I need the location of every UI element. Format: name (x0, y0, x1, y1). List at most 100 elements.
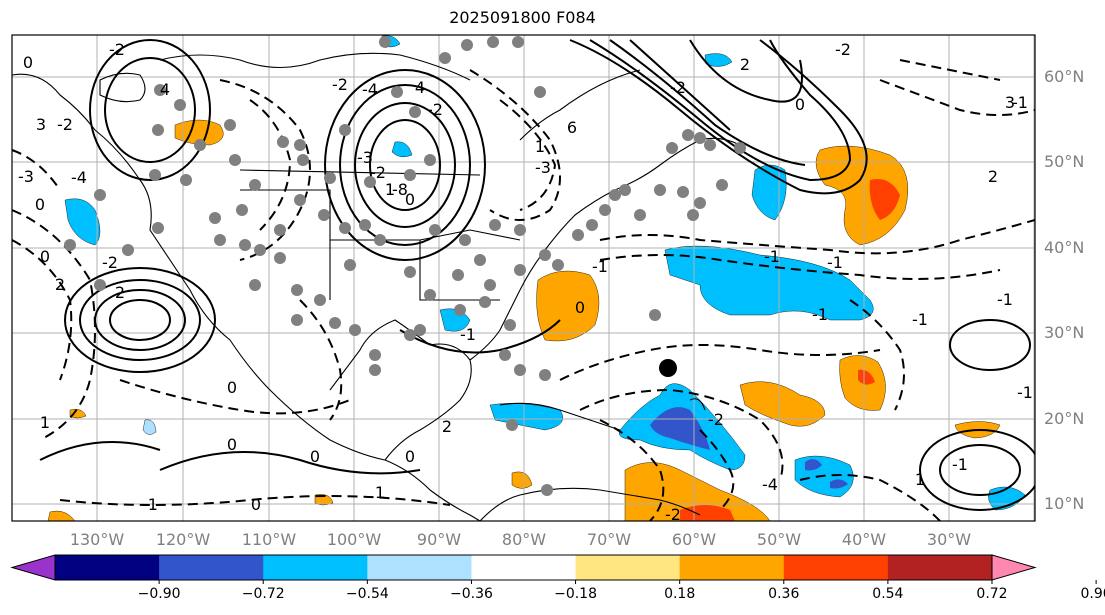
station-markers (64, 36, 746, 496)
colorbar-tick-label: −0.90 (137, 586, 181, 602)
longitude-label: 40°W (841, 530, 887, 549)
station-dot (154, 84, 166, 96)
contour-label: -2 (427, 100, 443, 119)
station-dot (294, 194, 306, 206)
station-dot (294, 139, 306, 151)
station-dot (454, 304, 466, 316)
colorbar-tick-label: 0.90 (1080, 586, 1105, 602)
station-dot (552, 259, 564, 271)
station-dot (404, 266, 416, 278)
station-dot (374, 234, 386, 246)
contour-label: 1 (40, 413, 50, 432)
contour-label: 2 (442, 417, 452, 436)
station-dot (318, 209, 330, 221)
station-dot (329, 317, 341, 329)
contour-label: 3 (1005, 93, 1015, 112)
station-dot (474, 254, 486, 266)
longitude-label: 100°W (326, 530, 382, 549)
colorbar-segment (679, 555, 785, 580)
contour-label: -1 (142, 495, 158, 514)
contour-label: -2 (57, 115, 73, 134)
contour-label: -3 (357, 148, 373, 167)
station-dot (506, 419, 518, 431)
station-dot (666, 142, 678, 154)
contour-label: 0 (310, 447, 320, 466)
contour-label: -2 (670, 78, 686, 97)
station-dot (174, 99, 186, 111)
station-dot (619, 184, 631, 196)
colorbar-tick-label: 0.18 (664, 586, 696, 602)
contour-label: 0 (405, 190, 415, 209)
station-dot (459, 234, 471, 246)
negative-contours (12, 59, 1035, 521)
station-dot (339, 222, 351, 234)
station-dot (369, 349, 381, 361)
colorbar-tick-label: −0.18 (554, 586, 597, 602)
contour-label: 2 (55, 275, 65, 294)
station-dot (277, 136, 289, 148)
contour-label: 2 (988, 167, 998, 186)
contour-label: -2 (708, 410, 724, 429)
station-dot (484, 279, 496, 291)
station-dot (539, 249, 551, 261)
contour-lines (12, 39, 1035, 521)
station-dot (364, 176, 376, 188)
latitude-label: 40°N (1044, 238, 1085, 257)
station-dot (274, 224, 286, 236)
station-dot (541, 484, 553, 496)
station-dot (572, 229, 584, 241)
station-dot (349, 324, 361, 336)
station-dot (297, 154, 309, 166)
station-dot (716, 179, 728, 191)
colorbar-tick-label: 0.54 (872, 586, 904, 602)
contour-label: 0 (575, 298, 585, 317)
station-dot (194, 139, 206, 151)
station-dot (324, 172, 336, 184)
station-dot (291, 284, 303, 296)
contour-label: -2 (102, 253, 118, 272)
longitude-label: 70°W (586, 530, 632, 549)
station-dot (634, 209, 646, 221)
station-dot (534, 86, 546, 98)
contour-label: -4 (762, 475, 778, 494)
colorbar-segment (55, 555, 160, 580)
station-dot (504, 319, 516, 331)
station-dot (586, 219, 598, 231)
contour-label: -1 (812, 305, 828, 324)
station-dot (236, 204, 248, 216)
station-dot (291, 314, 303, 326)
station-dot (224, 119, 236, 131)
colorbar-segment (159, 555, 264, 580)
station-dot (514, 364, 526, 376)
contour-label: -1 (460, 325, 476, 344)
longitude-label: 130°W (69, 530, 125, 549)
contour-label: -1 (592, 257, 608, 276)
contour-label: 1 (915, 470, 925, 489)
contour-label: -8 (392, 180, 408, 199)
station-dot (424, 289, 436, 301)
contour-label: 1 (385, 180, 395, 199)
station-dot (239, 239, 251, 251)
station-dot (94, 189, 106, 201)
contour-label: 0 (795, 95, 805, 114)
station-dot (339, 124, 351, 136)
contour-label: -1 (1012, 93, 1028, 112)
station-dot (229, 154, 241, 166)
contour-label: -2 (835, 40, 851, 59)
station-dot (149, 169, 161, 181)
station-dot (609, 189, 621, 201)
station-dot (152, 124, 164, 136)
station-dot (209, 212, 221, 224)
colorbar-tick-label: −0.36 (449, 586, 493, 602)
contour-label: -4 (71, 168, 87, 187)
station-dot (694, 132, 706, 144)
station-dot (429, 224, 441, 236)
contour-label: 0 (35, 195, 45, 214)
longitude-label: 50°W (756, 530, 802, 549)
contour-label: -2 (665, 505, 681, 524)
station-dot (379, 36, 391, 48)
station-dot (439, 52, 451, 64)
map-frame (11, 34, 1036, 522)
